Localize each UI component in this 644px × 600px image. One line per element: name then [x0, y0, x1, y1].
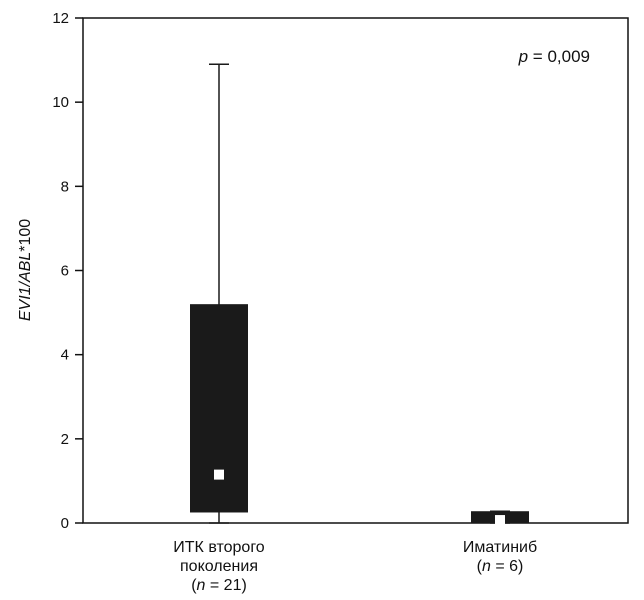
box-iqr [190, 304, 248, 513]
n-value: = 21 [205, 577, 241, 594]
y-tick-label: 12 [52, 10, 69, 27]
paren-open: ( [191, 577, 197, 594]
p-value-annotation: p = 0,009 [518, 47, 590, 66]
y-axis-title-italic: EVI1/ABL [17, 252, 34, 321]
y-tick-label: 8 [61, 178, 69, 195]
n-var: n [482, 558, 491, 575]
category-label-line1: ИТК второго [173, 539, 265, 556]
median-marker [214, 469, 224, 480]
y-tick-label: 2 [61, 431, 69, 448]
plot-frame [82, 17, 629, 524]
y-tick-label: 0 [61, 515, 69, 532]
y-axis-ticks: 0 2 4 6 8 10 12 [52, 10, 83, 532]
paren-close: ) [241, 577, 246, 594]
n-value: = 6 [491, 558, 518, 575]
median-marker [495, 515, 505, 526]
category-label-line1: Иматиниб [463, 539, 537, 556]
paren-open: ( [477, 558, 483, 575]
paren-close: ) [518, 558, 523, 575]
n-var: n [197, 577, 206, 594]
category-label-line2: поколения [180, 558, 258, 575]
category-sample-size: (n = 21) [191, 577, 247, 594]
y-tick-label: 6 [61, 263, 69, 280]
y-axis-title-rest: *100 [17, 219, 34, 252]
y-axis-title: EVI1/ABL*100 [17, 219, 34, 321]
category-sample-size: (n = 6) [477, 558, 524, 575]
p-value-rest: = 0,009 [528, 47, 590, 66]
box-series [190, 63, 529, 526]
y-tick-label: 10 [52, 94, 69, 111]
y-tick-label: 4 [61, 347, 69, 364]
p-value-var: p [518, 47, 528, 66]
